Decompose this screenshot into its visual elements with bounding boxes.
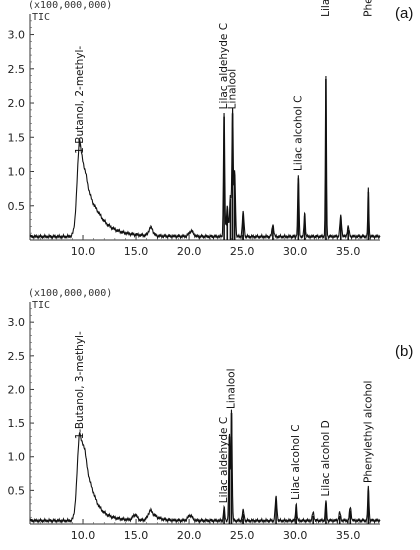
peak-annotation: 1-Butanol, 3-methyl- bbox=[74, 331, 86, 439]
x-tick-label: 30.0 bbox=[283, 245, 308, 258]
x-tick-label: 35.0 bbox=[336, 245, 361, 258]
y-tick-label: 2.0 bbox=[8, 97, 26, 110]
chart-panel-1: (x100,000,000)TIC (a) 0.5 1.0 1.5 2.0 2.5 3.0 10… bbox=[8, 0, 414, 258]
y-multiplier-label: (x100,000,000) bbox=[28, 288, 112, 299]
y-tick-label: 1.0 bbox=[8, 451, 26, 464]
peak-annotation: Lilac alcohol C bbox=[292, 95, 304, 170]
chart-panel-2: (x100,000,000)TIC (b) 0.5 1.0 1.5 2.0 2.5 3.0 10… bbox=[8, 288, 414, 542]
x-tick-label: 10.0 bbox=[71, 529, 96, 542]
y-tick-label: 0.5 bbox=[8, 484, 26, 497]
x-tick-label: 15.0 bbox=[124, 245, 149, 258]
y-multiplier-label: (x100,000,000) bbox=[28, 0, 112, 11]
signal-label: TIC bbox=[32, 300, 50, 311]
peak-annotation: Phenylethyl alcohol bbox=[362, 381, 374, 483]
y-tick-label: 2.0 bbox=[8, 383, 26, 396]
peak-annotation: Linalool bbox=[226, 368, 238, 409]
y-tick-label: 1.0 bbox=[8, 166, 26, 179]
peak-annotation: Lilac alcohol D bbox=[320, 420, 332, 496]
signal-label: TIC bbox=[32, 12, 50, 23]
x-tick-label: 20.0 bbox=[177, 529, 202, 542]
panel-label: (b) bbox=[395, 343, 413, 360]
x-tick-label: 20.0 bbox=[177, 245, 202, 258]
peak-annotation: Linalool bbox=[227, 69, 239, 110]
chromatogram-trace bbox=[29, 75, 381, 241]
y-tick-label: 0.5 bbox=[8, 200, 26, 213]
y-tick-label: 1.5 bbox=[8, 417, 26, 430]
x-tick-label: 30.0 bbox=[283, 529, 308, 542]
peak-annotation: Lilac aldehyde C bbox=[218, 417, 230, 503]
y-tick-label: 2.5 bbox=[8, 63, 26, 76]
y-tick-label: 2.5 bbox=[8, 350, 26, 363]
y-tick-label: 3.0 bbox=[8, 316, 26, 329]
x-tick-label: 15.0 bbox=[124, 529, 149, 542]
peak-annotation: Lilac alcohol C bbox=[290, 424, 302, 499]
peak-annotation: 1-Butanol, 2-methyl- bbox=[74, 46, 86, 154]
chromatogram-trace bbox=[29, 409, 381, 525]
panel-label: (a) bbox=[395, 5, 413, 22]
y-tick-label: 1.5 bbox=[8, 131, 26, 144]
peak-annotation: Phenylethyl alcohol bbox=[362, 0, 374, 17]
peak-annotation: Lilac alcohol D bbox=[320, 0, 332, 17]
y-tick-label: 3.0 bbox=[8, 29, 26, 42]
peak-annotation: Lilac aldehyde C bbox=[218, 23, 230, 109]
x-tick-label: 25.0 bbox=[230, 245, 255, 258]
x-tick-label: 10.0 bbox=[71, 245, 96, 258]
x-tick-label: 35.0 bbox=[336, 529, 361, 542]
x-tick-label: 25.0 bbox=[230, 529, 255, 542]
